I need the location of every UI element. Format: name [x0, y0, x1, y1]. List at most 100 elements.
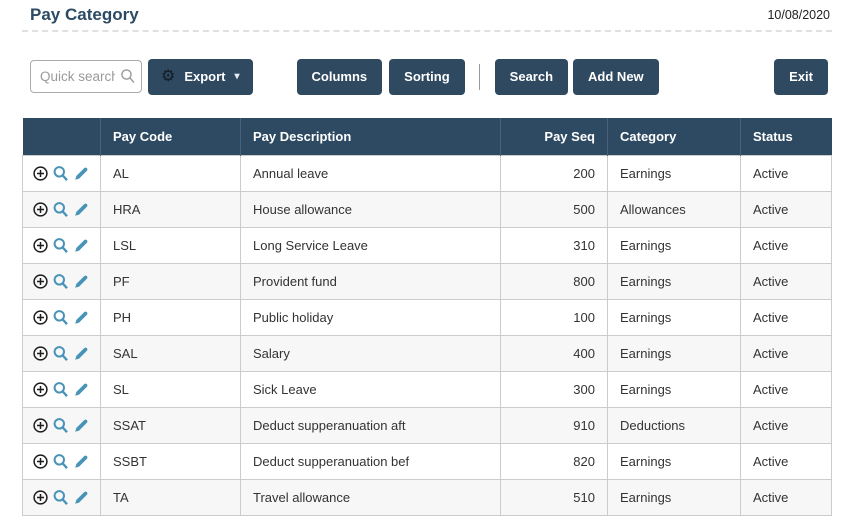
column-header-pay-description: Pay Description — [240, 117, 501, 156]
pay-seq-cell: 820 — [500, 443, 608, 481]
row-actions-cell — [22, 335, 101, 373]
view-magnifier-icon[interactable] — [51, 453, 71, 471]
view-magnifier-icon[interactable] — [51, 165, 71, 183]
expand-plus-icon[interactable] — [31, 165, 50, 182]
status-cell: Active — [740, 227, 832, 265]
sorting-button[interactable]: Sorting — [389, 58, 465, 95]
edit-pencil-icon[interactable] — [72, 489, 91, 506]
table-body: AL Annual leave 200 Earnings Active — [22, 155, 832, 517]
status-cell: Active — [740, 263, 832, 301]
view-magnifier-icon[interactable] — [51, 201, 71, 219]
row-actions-cell — [22, 155, 101, 193]
status-cell: Active — [740, 299, 832, 337]
view-magnifier-icon[interactable] — [51, 309, 71, 327]
pay-code-cell: TA — [100, 479, 241, 517]
row-actions-cell — [22, 191, 101, 229]
columns-button[interactable]: Columns — [296, 58, 383, 95]
expand-plus-icon[interactable] — [31, 489, 50, 506]
expand-plus-icon[interactable] — [31, 237, 50, 254]
pay-code-cell: SL — [100, 371, 241, 409]
table-row: TA Travel allowance 510 Earnings Active — [22, 479, 832, 517]
page-title: Pay Category — [30, 5, 139, 24]
pay-description-cell: Salary — [240, 335, 501, 373]
edit-pencil-icon[interactable] — [72, 453, 91, 470]
pay-code-cell: SSAT — [100, 407, 241, 445]
table-header: Pay Code Pay Description Pay Seq Categor… — [22, 117, 832, 156]
category-cell: Deductions — [607, 407, 741, 445]
table-row: SSAT Deduct supperanuation aft 910 Deduc… — [22, 407, 832, 445]
export-button[interactable]: ⚙ Export ▾ — [148, 58, 253, 95]
view-magnifier-icon[interactable] — [51, 417, 71, 435]
edit-pencil-icon[interactable] — [72, 309, 91, 326]
edit-pencil-icon[interactable] — [72, 165, 91, 182]
row-actions-cell — [22, 227, 101, 265]
category-cell: Earnings — [607, 299, 741, 337]
expand-plus-icon[interactable] — [31, 381, 50, 398]
expand-plus-icon[interactable] — [31, 345, 50, 362]
category-cell: Earnings — [607, 335, 741, 373]
add-new-button[interactable]: Add New — [573, 58, 659, 95]
pay-description-cell: Annual leave — [240, 155, 501, 193]
category-cell: Earnings — [607, 443, 741, 481]
pay-description-cell: Long Service Leave — [240, 227, 501, 265]
view-magnifier-icon[interactable] — [51, 237, 71, 255]
pay-code-cell: PF — [100, 263, 241, 301]
pay-code-cell: AL — [100, 155, 241, 193]
pay-seq-cell: 310 — [500, 227, 608, 265]
view-magnifier-icon[interactable] — [51, 273, 71, 291]
category-cell: Earnings — [607, 479, 741, 517]
pay-description-cell: Travel allowance — [240, 479, 501, 517]
quick-search-input[interactable] — [30, 60, 142, 94]
chevron-down-icon: ▾ — [234, 70, 240, 82]
expand-plus-icon[interactable] — [31, 453, 50, 470]
edit-pencil-icon[interactable] — [72, 273, 91, 290]
pay-seq-cell: 510 — [500, 479, 608, 517]
pay-seq-cell: 300 — [500, 371, 608, 409]
category-cell: Earnings — [607, 371, 741, 409]
pay-seq-cell: 800 — [500, 263, 608, 301]
view-magnifier-icon[interactable] — [51, 345, 71, 363]
export-button-label: Export — [184, 69, 226, 85]
row-actions-cell — [22, 479, 101, 517]
pay-description-cell: Deduct supperanuation aft — [240, 407, 501, 445]
status-cell: Active — [740, 479, 832, 517]
expand-plus-icon[interactable] — [31, 201, 50, 218]
search-button[interactable]: Search — [494, 58, 569, 95]
page-header: Pay Category 10/08/2020 — [0, 0, 854, 25]
quick-search — [30, 60, 142, 94]
edit-pencil-icon[interactable] — [72, 417, 91, 434]
category-cell: Allowances — [607, 191, 741, 229]
pay-seq-cell: 500 — [500, 191, 608, 229]
expand-plus-icon[interactable] — [31, 417, 50, 434]
row-actions-cell — [22, 299, 101, 337]
table-row: LSL Long Service Leave 310 Earnings Acti… — [22, 227, 832, 265]
table-row: SL Sick Leave 300 Earnings Active — [22, 371, 832, 409]
column-header-category: Category — [607, 117, 741, 156]
edit-pencil-icon[interactable] — [72, 201, 91, 218]
pay-seq-cell: 200 — [500, 155, 608, 193]
row-actions-cell — [22, 443, 101, 481]
edit-pencil-icon[interactable] — [72, 345, 91, 362]
category-cell: Earnings — [607, 227, 741, 265]
status-cell: Active — [740, 371, 832, 409]
table-row: HRA House allowance 500 Allowances Activ… — [22, 191, 832, 229]
category-cell: Earnings — [607, 155, 741, 193]
exit-button[interactable]: Exit — [774, 58, 828, 95]
toolbar-divider — [478, 63, 480, 90]
row-actions-cell — [22, 371, 101, 409]
view-magnifier-icon[interactable] — [51, 381, 71, 399]
column-header-status: Status — [740, 117, 832, 156]
table-row: SSBT Deduct supperanuation bef 820 Earni… — [22, 443, 832, 481]
expand-plus-icon[interactable] — [31, 273, 50, 290]
view-magnifier-icon[interactable] — [51, 489, 71, 507]
expand-plus-icon[interactable] — [31, 309, 50, 326]
status-cell: Active — [740, 191, 832, 229]
page-date: 10/08/2020 — [767, 8, 830, 22]
edit-pencil-icon[interactable] — [72, 381, 91, 398]
pay-seq-cell: 910 — [500, 407, 608, 445]
category-cell: Earnings — [607, 263, 741, 301]
table-row: PH Public holiday 100 Earnings Active — [22, 299, 832, 337]
edit-pencil-icon[interactable] — [72, 237, 91, 254]
pay-code-cell: SSBT — [100, 443, 241, 481]
row-actions-cell — [22, 407, 101, 445]
